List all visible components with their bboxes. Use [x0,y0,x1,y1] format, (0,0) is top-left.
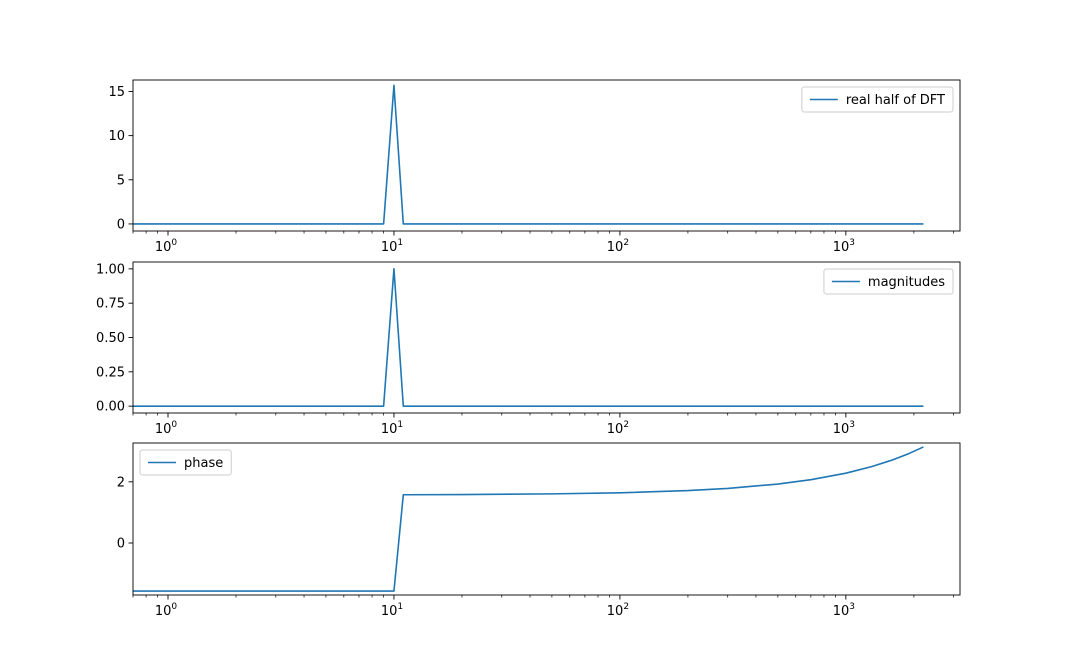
x-tick-exponent: 1 [397,602,403,612]
legend-label: magnitudes [868,275,945,290]
x-tick-base: 10 [833,422,850,437]
legend-label: real half of DFT [846,93,945,108]
x-tick-base: 10 [155,422,172,437]
x-tick-exponent: 2 [623,602,629,612]
x-tick-label: 103 [833,420,855,437]
legend-label: phase [184,456,223,471]
y-tick-label: 10 [108,129,125,144]
x-tick-label: 102 [607,238,629,255]
x-tick-exponent: 3 [849,238,855,248]
x-tick-label: 103 [833,238,855,255]
y-tick-label: 0 [117,537,125,552]
series-line-2-0 [133,446,924,592]
legend: real half of DFT [801,86,954,113]
y-tick-label: 0.25 [96,365,125,380]
x-tick-label: 102 [607,602,629,619]
y-tick-label: 5 [117,173,125,188]
x-tick-exponent: 0 [171,420,177,430]
x-tick-exponent: 2 [623,238,629,248]
y-tick-label: 15 [108,85,125,100]
legend-box [801,86,954,113]
x-tick-label: 103 [833,602,855,619]
y-tick-label: 0 [117,217,125,232]
legend: magnitudes [823,268,954,295]
x-tick-exponent: 3 [849,602,855,612]
y-tick-label: 1.00 [96,262,125,277]
x-tick-label: 100 [155,420,178,437]
x-tick-base: 10 [155,240,172,255]
x-tick-exponent: 0 [171,238,177,248]
legend-box [823,268,954,295]
x-tick-base: 10 [381,422,398,437]
legend: phase [139,449,232,476]
x-tick-base: 10 [833,240,850,255]
x-tick-exponent: 1 [397,420,403,430]
legend-box [139,449,232,476]
x-tick-label: 101 [381,420,403,437]
x-tick-base: 10 [381,240,398,255]
x-tick-exponent: 3 [849,420,855,430]
x-tick-exponent: 1 [397,238,403,248]
y-tick-label: 2 [117,475,125,490]
axes-frame [132,79,961,232]
x-tick-base: 10 [381,604,398,619]
x-tick-exponent: 2 [623,420,629,430]
x-tick-label: 100 [155,602,178,619]
x-tick-base: 10 [607,604,624,619]
x-tick-base: 10 [833,604,850,619]
x-tick-exponent: 0 [171,602,177,612]
y-tick-label: 0.00 [96,400,125,415]
x-tick-label: 101 [381,602,403,619]
x-tick-label: 102 [607,420,629,437]
x-tick-base: 10 [607,240,624,255]
y-tick-label: 0.50 [96,331,125,346]
series-line-1-0 [133,268,924,407]
x-tick-base: 10 [607,422,624,437]
y-tick-label: 0.75 [96,297,125,312]
x-tick-base: 10 [155,604,172,619]
x-tick-label: 100 [155,238,178,255]
x-tick-label: 101 [381,238,403,255]
series-line-0-0 [133,84,924,225]
axes-frame [132,442,961,596]
subplot-magnitudes: 100 101 102 1030.000.250.500.751.00magnitud… [96,261,961,437]
